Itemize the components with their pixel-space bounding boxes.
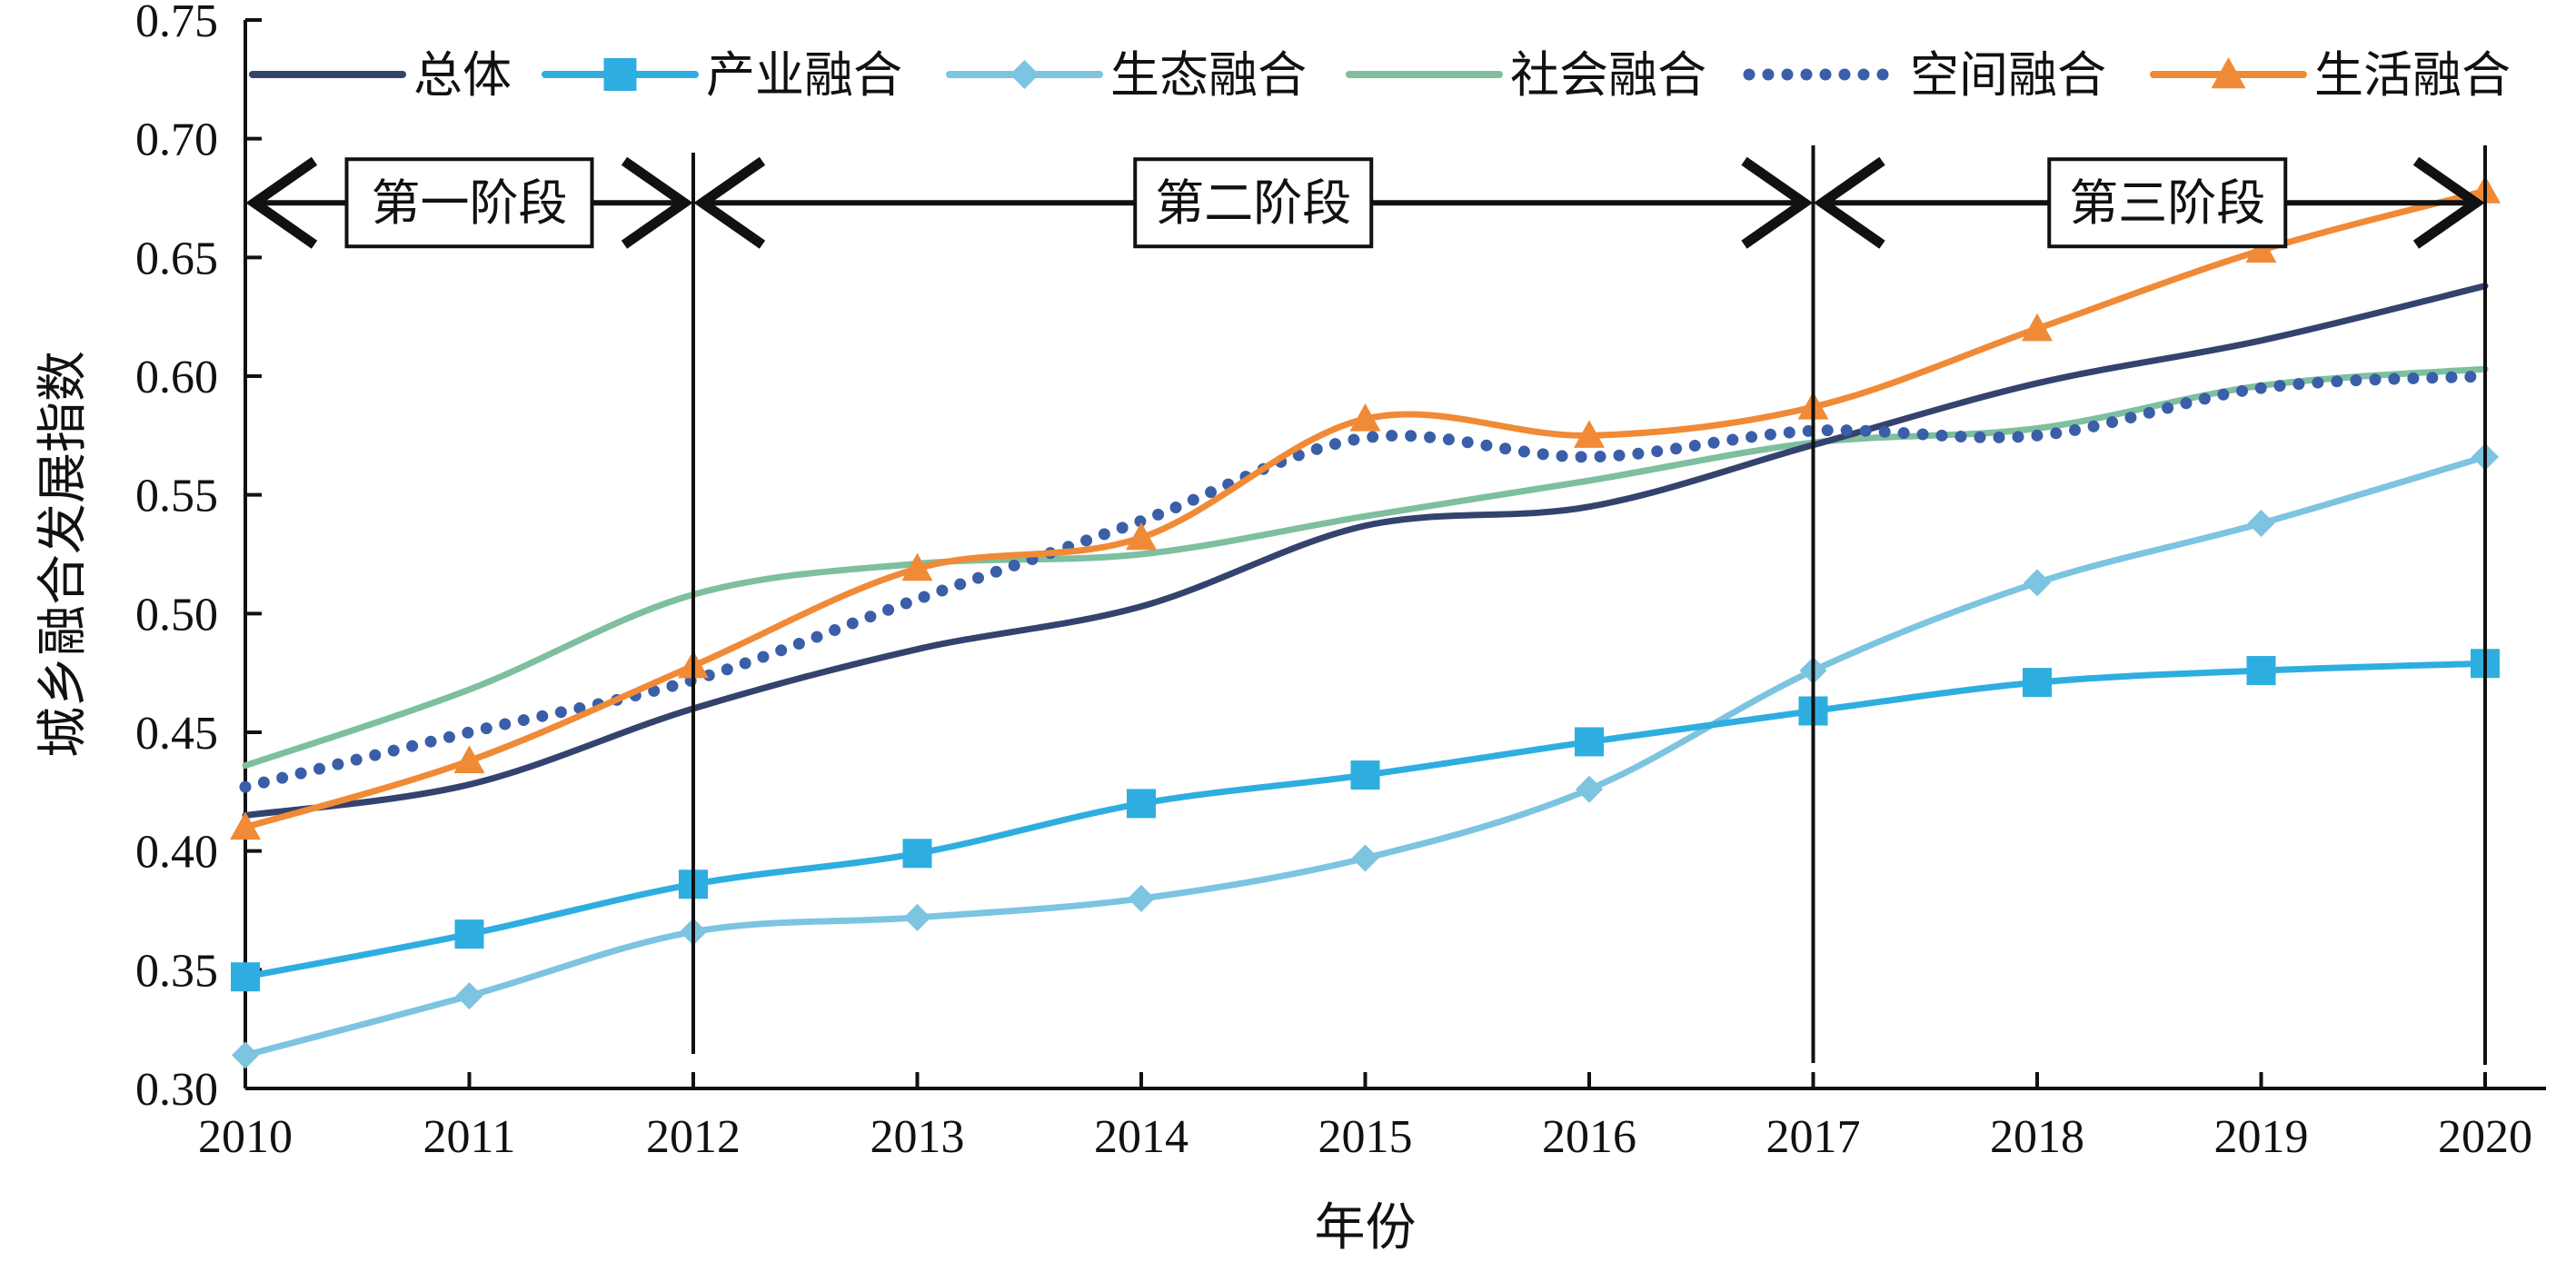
data-point (1128, 884, 1155, 912)
data-point (1575, 727, 1604, 757)
data-point (231, 962, 260, 992)
data-point (2247, 510, 2275, 538)
data-point (453, 745, 485, 773)
x-tick-label: 2017 (1766, 1111, 1861, 1163)
data-point (1351, 844, 1379, 872)
data-point (1127, 789, 1156, 819)
data-point (2246, 656, 2276, 686)
data-point (2023, 668, 2052, 698)
legend-swatch-marker (603, 58, 637, 91)
legend-label: 生活融合 (2314, 46, 2511, 104)
series-5 (239, 370, 2491, 793)
x-tick-label: 2014 (1094, 1111, 1189, 1163)
legend-label: 产业融合 (706, 46, 902, 104)
stage-label-box (1133, 157, 1374, 249)
series-layer (230, 175, 2501, 1069)
series-4 (242, 365, 2489, 770)
x-tick-label: 2015 (1318, 1111, 1413, 1163)
stage-label: 第三阶段 (2069, 174, 2265, 232)
x-tick-label: 2011 (423, 1111, 515, 1163)
data-point (455, 982, 483, 1010)
y-tick-label: 0.45 (135, 708, 218, 760)
y-tick-label: 0.65 (135, 233, 218, 284)
legend-swatch-marker (1010, 60, 1039, 89)
x-tick-label: 2018 (1990, 1111, 2084, 1163)
data-point (2024, 569, 2051, 597)
series-2 (231, 649, 2500, 992)
data-point (901, 552, 933, 581)
stage-annotations: 第一阶段 第二阶段 第三阶段 (245, 145, 2487, 1065)
data-point (2245, 234, 2277, 263)
data-point (1349, 403, 1381, 432)
axes: 0.30 0.35 0.40 0.45 0.50 0.55 0.60 0.65 0.70 0.75… (135, 0, 2546, 1163)
y-tick-label: 0.50 (135, 589, 218, 641)
stage-arrowhead (621, 156, 693, 249)
x-tick-label: 2013 (870, 1111, 965, 1163)
x-tick-label: 2012 (646, 1111, 741, 1163)
data-point (2022, 313, 2053, 342)
stage-arrowhead (1813, 156, 1885, 249)
series-line (242, 187, 2489, 831)
legend-item: 总体 (249, 46, 512, 104)
series-line (239, 370, 2491, 793)
x-axis-title: 年份 (1315, 1198, 1417, 1257)
y-tick-label: 0.30 (135, 1064, 218, 1116)
data-point (902, 839, 932, 869)
stage-arrowhead (693, 156, 766, 249)
legend-item: 空间融合 (1743, 46, 2106, 104)
y-tick-label: 0.75 (135, 0, 218, 47)
legend-swatch-marker (2211, 57, 2246, 89)
y-tick-label: 0.60 (135, 352, 218, 403)
legend-label: 总体 (413, 46, 512, 104)
data-point (1574, 420, 1605, 448)
data-point (454, 919, 484, 949)
x-tick-label: 2016 (1542, 1111, 1636, 1163)
stage-arrowhead (1741, 156, 1814, 249)
stage-label-box (2047, 157, 2288, 249)
x-tick-label: 2010 (198, 1111, 293, 1163)
x-tick-label: 2019 (2214, 1111, 2309, 1163)
legend-label: 生态融合 (1110, 46, 1307, 104)
y-axis-title: 城乡融合发展指数 (34, 351, 93, 758)
legend-item: 生活融合 (2150, 46, 2511, 104)
legend-label: 空间融合 (1910, 46, 2106, 104)
series-1 (242, 283, 2489, 819)
legend-item: 产业融合 (542, 46, 902, 104)
series-line (242, 453, 2489, 1058)
stage-arrowhead (2412, 156, 2485, 249)
series-6 (230, 175, 2501, 840)
series-3 (232, 442, 2499, 1069)
legend: 总体 产业融合 生态融合 社会融合 空间融合 生活融合 (249, 46, 2511, 104)
y-tick-label: 0.40 (135, 827, 218, 879)
x-tick-label: 2020 (2438, 1111, 2532, 1163)
stage-label: 第一阶段 (372, 174, 568, 232)
data-point (1126, 522, 1157, 551)
legend-item: 生态融合 (946, 46, 1307, 104)
y-tick-label: 0.70 (135, 114, 218, 166)
legend-item: 社会融合 (1346, 46, 1706, 104)
data-point (232, 1041, 259, 1069)
data-point (903, 903, 931, 931)
y-tick-label: 0.35 (135, 945, 218, 997)
y-tick-label: 0.55 (135, 471, 218, 522)
stage-label: 第二阶段 (1155, 174, 1351, 232)
data-point (230, 811, 261, 840)
stage-arrowhead (245, 156, 318, 249)
data-point (1576, 775, 1603, 803)
series-line (242, 283, 2489, 819)
data-point (1350, 760, 1380, 790)
legend-label: 社会融合 (1510, 46, 1706, 104)
series-line (242, 365, 2489, 770)
stage-label-box (344, 157, 594, 249)
